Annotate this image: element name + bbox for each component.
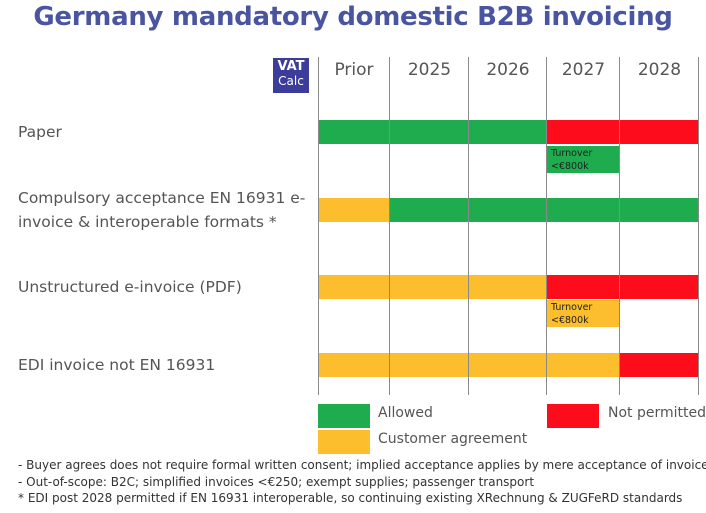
column-divider [619, 57, 620, 395]
logo-line-2: Calc [278, 74, 304, 88]
row-label-3: Unstructured e-invoice (PDF) [18, 275, 242, 299]
status-bar-agreement [318, 275, 390, 299]
status-bar-allowed [390, 120, 469, 144]
status-bar-allowed [318, 120, 390, 144]
turnover-note: Turnover <€800k [547, 146, 619, 173]
footnote-2: - Out-of-scope: B2C; simplified invoices… [18, 475, 535, 489]
status-bar-not-permitted [547, 120, 620, 144]
row-label-line: EDI invoice not EN 16931 [18, 356, 216, 374]
column-header-prior: Prior [334, 60, 374, 80]
row-label-4: EDI invoice not EN 16931 [18, 353, 215, 377]
legend-swatch-agreement [318, 430, 370, 454]
row-label-line: Compulsory acceptance EN 16931 e- [18, 189, 306, 207]
legend-label-agreement: Customer agreement [378, 431, 528, 447]
row-label-1: Paper [18, 120, 62, 144]
status-bar-not-permitted [620, 275, 699, 299]
status-bar-allowed [390, 198, 469, 222]
column-divider [698, 57, 699, 395]
note-line: <€800k [551, 161, 589, 172]
row-label-2: Compulsory acceptance EN 16931 e-invoice… [18, 186, 305, 234]
row-label-line: invoice & interoperable formats * [18, 213, 277, 231]
column-header-2025: 2025 [407, 60, 452, 80]
column-header-2028: 2028 [637, 60, 682, 80]
column-divider [318, 57, 319, 395]
column-header-2027: 2027 [561, 60, 606, 80]
status-bar-not-permitted [620, 353, 699, 377]
row-label-line: Unstructured e-invoice (PDF) [18, 278, 242, 296]
logo-line-1: VAT [277, 59, 305, 74]
status-bar-allowed [547, 198, 620, 222]
column-divider [546, 57, 547, 395]
column-header-2026: 2026 [486, 60, 530, 80]
status-bar-allowed [469, 198, 547, 222]
legend-label-allowed: Allowed [378, 405, 433, 421]
status-bar-agreement [547, 353, 620, 377]
status-bar-agreement [390, 275, 469, 299]
note-line: <€800k [551, 315, 589, 326]
note-line: Turnover [551, 302, 593, 313]
status-bar-allowed [620, 198, 699, 222]
status-bar-allowed [469, 120, 547, 144]
status-bar-not-permitted [620, 120, 699, 144]
row-label-line: Paper [18, 123, 62, 141]
turnover-note: Turnover <€800k [547, 300, 619, 327]
chart-title: Germany mandatory domestic B2B invoicing [33, 2, 673, 32]
status-bar-agreement [469, 275, 547, 299]
status-bar-not-permitted [547, 275, 620, 299]
note-line: Turnover [551, 148, 593, 159]
status-bar-agreement [318, 353, 390, 377]
legend-swatch-not-permitted [547, 404, 599, 428]
status-bar-agreement [469, 353, 547, 377]
footnote-1: - Buyer agrees does not require formal w… [18, 458, 706, 472]
column-divider [389, 57, 390, 395]
column-divider [468, 57, 469, 395]
vatcalc-logo: VAT Calc [273, 58, 309, 93]
status-bar-agreement [318, 198, 390, 222]
footnote-3: * EDI post 2028 permitted if EN 16931 in… [18, 491, 683, 505]
legend-label-not-permitted: Not permitted [608, 405, 706, 421]
legend-swatch-allowed [318, 404, 370, 428]
status-bar-agreement [390, 353, 469, 377]
